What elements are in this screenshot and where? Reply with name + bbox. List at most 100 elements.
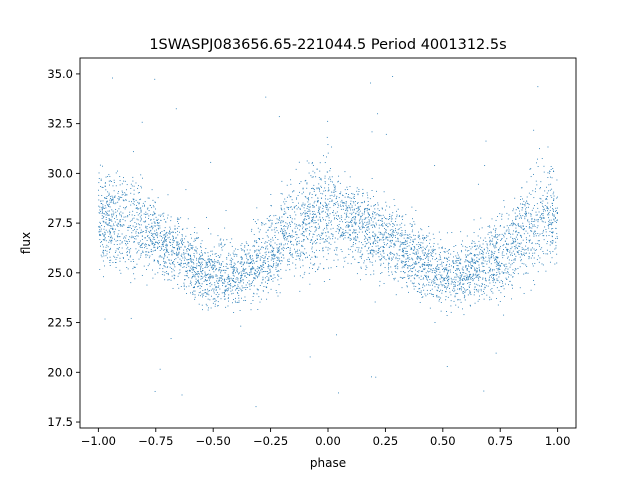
scatter-point: [292, 191, 293, 193]
scatter-point: [134, 266, 136, 268]
scatter-point: [158, 240, 160, 242]
scatter-point: [294, 248, 295, 250]
scatter-point: [394, 224, 395, 226]
scatter-point: [101, 208, 103, 210]
scatter-point: [226, 289, 228, 291]
scatter-point: [413, 249, 414, 251]
scatter-point: [531, 242, 533, 244]
scatter-point: [240, 277, 242, 279]
scatter-point: [404, 261, 406, 263]
scatter-point: [262, 255, 264, 256]
scatter-point: [489, 275, 491, 277]
scatter-point: [316, 215, 318, 217]
scatter-point: [174, 266, 176, 268]
scatter-point: [280, 260, 282, 261]
scatter-point: [108, 222, 110, 224]
scatter-point: [443, 267, 445, 269]
scatter-point: [406, 237, 408, 239]
scatter-point: [439, 264, 441, 266]
scatter-point: [552, 228, 554, 229]
scatter-point: [541, 213, 542, 215]
scatter-point: [399, 276, 401, 278]
scatter-point: [414, 263, 416, 265]
scatter-point: [249, 257, 251, 259]
scatter-point: [159, 264, 161, 266]
scatter-point: [397, 237, 399, 239]
scatter-point: [544, 208, 545, 210]
scatter-point: [163, 265, 165, 267]
scatter-point: [102, 260, 104, 262]
scatter-point: [459, 289, 461, 291]
scatter-point: [121, 190, 123, 192]
scatter-point: [487, 233, 489, 235]
scatter-point: [104, 318, 106, 320]
scatter-point: [312, 176, 314, 178]
scatter-point: [181, 237, 183, 239]
scatter-point: [371, 376, 372, 378]
scatter-point: [263, 290, 264, 292]
scatter-point: [171, 231, 173, 233]
scatter-point: [411, 271, 413, 273]
scatter-point: [446, 288, 447, 290]
scatter-point: [467, 255, 469, 257]
scatter-point: [317, 200, 319, 202]
scatter-point: [119, 212, 120, 214]
scatter-point: [221, 249, 223, 251]
scatter-point: [194, 256, 196, 258]
scatter-point: [414, 247, 416, 249]
scatter-point: [267, 236, 269, 238]
scatter-point: [189, 249, 190, 251]
scatter-point: [260, 298, 262, 300]
scatter-point: [296, 237, 298, 239]
scatter-point: [128, 249, 130, 250]
scatter-point: [370, 82, 372, 84]
scatter-point: [265, 263, 266, 264]
scatter-point: [193, 253, 195, 254]
scatter-point: [524, 249, 526, 251]
scatter-point: [385, 231, 387, 233]
scatter-point: [524, 218, 526, 220]
scatter-point: [375, 250, 377, 252]
scatter-point: [374, 238, 375, 240]
scatter-point: [311, 211, 313, 213]
scatter-point: [330, 180, 332, 182]
scatter-point: [311, 248, 313, 250]
scatter-point: [281, 229, 283, 231]
scatter-point: [189, 270, 191, 272]
scatter-point: [472, 273, 474, 275]
scatter-point: [350, 203, 351, 205]
scatter-point: [209, 263, 211, 265]
scatter-point: [284, 231, 286, 233]
scatter-point: [111, 199, 113, 201]
scatter-point: [139, 199, 141, 201]
scatter-point: [525, 210, 527, 212]
scatter-point: [510, 254, 512, 256]
scatter-point: [345, 208, 347, 210]
scatter-point: [345, 226, 347, 228]
scatter-point: [400, 235, 402, 237]
scatter-point: [327, 231, 329, 233]
scatter-point: [374, 237, 375, 239]
scatter-point: [180, 260, 182, 262]
scatter-point: [537, 255, 539, 257]
scatter-point: [321, 197, 323, 199]
scatter-point: [439, 271, 441, 273]
scatter-point: [118, 198, 120, 200]
scatter-point: [165, 233, 167, 235]
scatter-point: [293, 244, 295, 246]
scatter-point: [457, 265, 459, 267]
scatter-point: [394, 235, 396, 236]
scatter-point: [171, 249, 173, 251]
scatter-point: [192, 266, 194, 268]
scatter-point: [169, 232, 171, 234]
scatter-point: [183, 249, 185, 251]
scatter-point: [552, 240, 554, 242]
scatter-point: [349, 222, 351, 223]
scatter-point: [140, 244, 142, 246]
scatter-point: [215, 252, 217, 254]
scatter-point: [113, 231, 115, 233]
scatter-point: [298, 258, 300, 259]
scatter-point: [187, 253, 189, 255]
scatter-point: [101, 212, 103, 214]
scatter-point: [376, 190, 377, 192]
